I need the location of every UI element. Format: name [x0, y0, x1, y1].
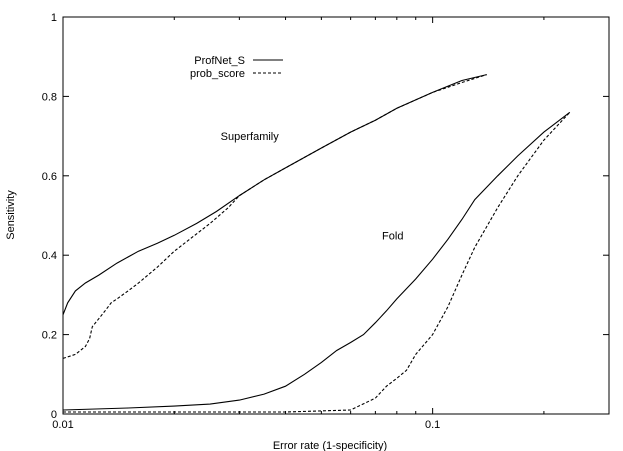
legend-label: ProfNet_S [194, 55, 245, 67]
y-tick-label: 0 [51, 409, 57, 421]
series-fold-profnet-s [62, 111, 571, 411]
y-tick-label: 1 [51, 12, 57, 24]
y-tick-label: 0.4 [42, 250, 57, 262]
annotation-label: Fold [382, 230, 403, 242]
x-axis-label: Error rate (1-specificity) [273, 440, 387, 451]
series-superfamily-profnet-s [62, 74, 487, 316]
x-tick-label: 0.01 [52, 419, 73, 431]
series-superfamily-prob-score [62, 74, 487, 359]
series-fold-prob-score [63, 111, 571, 413]
legend-label: prob_score [190, 68, 245, 80]
plot-frame [62, 16, 610, 415]
x-tick-label: 0.1 [425, 419, 440, 431]
y-tick-label: 0.6 [42, 171, 57, 183]
annotation-label: Superfamily [221, 131, 280, 143]
y-tick-label: 0.8 [42, 91, 57, 103]
y-tick-label: 0.2 [42, 330, 57, 342]
y-axis-label: Sensitivity [5, 190, 17, 240]
